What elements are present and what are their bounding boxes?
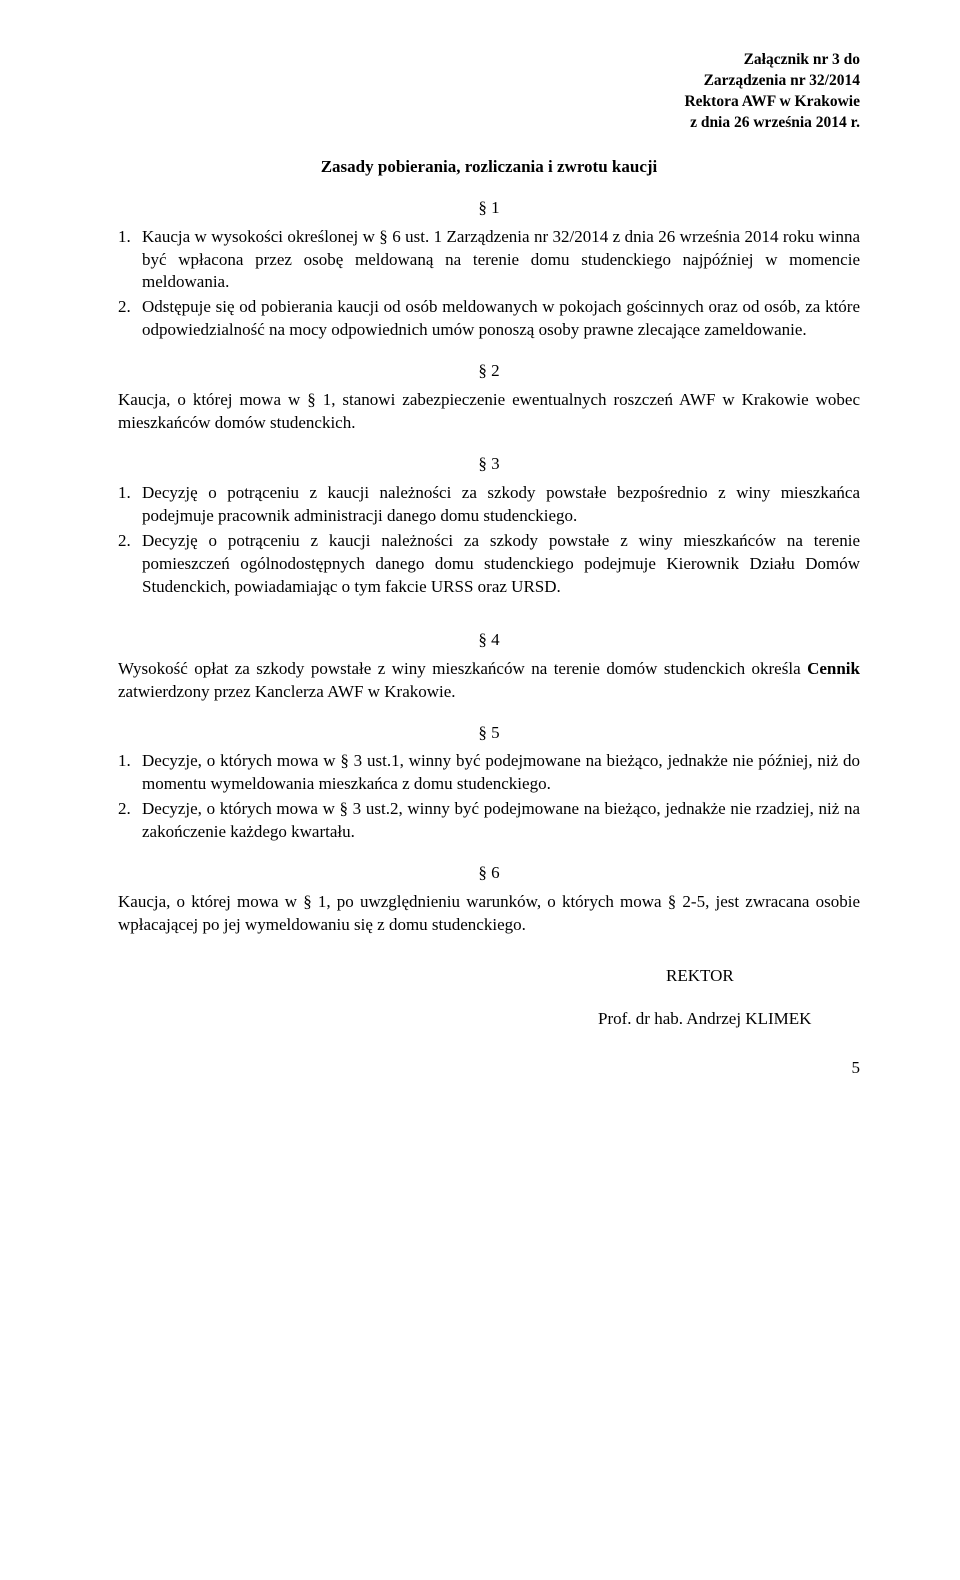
- header-line: Załącznik nr 3 do: [118, 50, 860, 71]
- list-number: 2.: [118, 530, 142, 599]
- section-marker-4: § 4: [118, 629, 860, 652]
- list-item: 2. Decyzję o potrąceniu z kaucji należno…: [118, 530, 860, 599]
- list-item: 1. Decyzję o potrąceniu z kaucji należno…: [118, 482, 860, 528]
- list-text: Odstępuje się od pobierania kaucji od os…: [142, 296, 860, 342]
- list-number: 1.: [118, 482, 142, 528]
- section-5-list: 1. Decyzje, o których mowa w § 3 ust.1, …: [118, 750, 860, 844]
- section-marker-3: § 3: [118, 453, 860, 476]
- list-number: 1.: [118, 750, 142, 796]
- header-line: Rektora AWF w Krakowie: [118, 92, 860, 113]
- section-4-paragraph: Wysokość opłat za szkody powstałe z winy…: [118, 658, 860, 704]
- section-3-list: 1. Decyzję o potrąceniu z kaucji należno…: [118, 482, 860, 599]
- section-6-paragraph: Kaucja, o której mowa w § 1, po uwzględn…: [118, 891, 860, 937]
- header-line: z dnia 26 września 2014 r.: [118, 113, 860, 134]
- list-text: Decyzję o potrąceniu z kaucji należności…: [142, 482, 860, 528]
- signature-name: Prof. dr hab. Andrzej KLIMEK: [598, 1008, 860, 1031]
- page-number: 5: [118, 1057, 860, 1080]
- list-item: 1. Decyzje, o których mowa w § 3 ust.1, …: [118, 750, 860, 796]
- list-number: 2.: [118, 296, 142, 342]
- list-number: 1.: [118, 226, 142, 295]
- header-line: Zarządzenia nr 32/2014: [118, 71, 860, 92]
- section-marker-6: § 6: [118, 862, 860, 885]
- list-item: 2. Odstępuje się od pobierania kaucji od…: [118, 296, 860, 342]
- signature-title: REKTOR: [598, 965, 860, 988]
- section-marker-1: § 1: [118, 197, 860, 220]
- section-marker-5: § 5: [118, 722, 860, 745]
- section-1-list: 1. Kaucja w wysokości określonej w § 6 u…: [118, 226, 860, 343]
- document-title: Zasady pobierania, rozliczania i zwrotu …: [118, 156, 860, 179]
- section-2-paragraph: Kaucja, o której mowa w § 1, stanowi zab…: [118, 389, 860, 435]
- signature-block: REKTOR Prof. dr hab. Andrzej KLIMEK: [118, 965, 860, 1031]
- list-item: 2. Decyzje, o których mowa w § 3 ust.2, …: [118, 798, 860, 844]
- list-number: 2.: [118, 798, 142, 844]
- list-text: Decyzje, o których mowa w § 3 ust.1, win…: [142, 750, 860, 796]
- header-attachment-block: Załącznik nr 3 do Zarządzenia nr 32/2014…: [118, 50, 860, 134]
- s4-pre: Wysokość opłat za szkody powstałe z winy…: [118, 659, 807, 678]
- s4-bold: Cennik: [807, 659, 860, 678]
- list-text: Decyzję o potrąceniu z kaucji należności…: [142, 530, 860, 599]
- s4-post: zatwierdzony przez Kanclerza AWF w Krako…: [118, 682, 456, 701]
- section-marker-2: § 2: [118, 360, 860, 383]
- list-text: Kaucja w wysokości określonej w § 6 ust.…: [142, 226, 860, 295]
- list-text: Decyzje, o których mowa w § 3 ust.2, win…: [142, 798, 860, 844]
- list-item: 1. Kaucja w wysokości określonej w § 6 u…: [118, 226, 860, 295]
